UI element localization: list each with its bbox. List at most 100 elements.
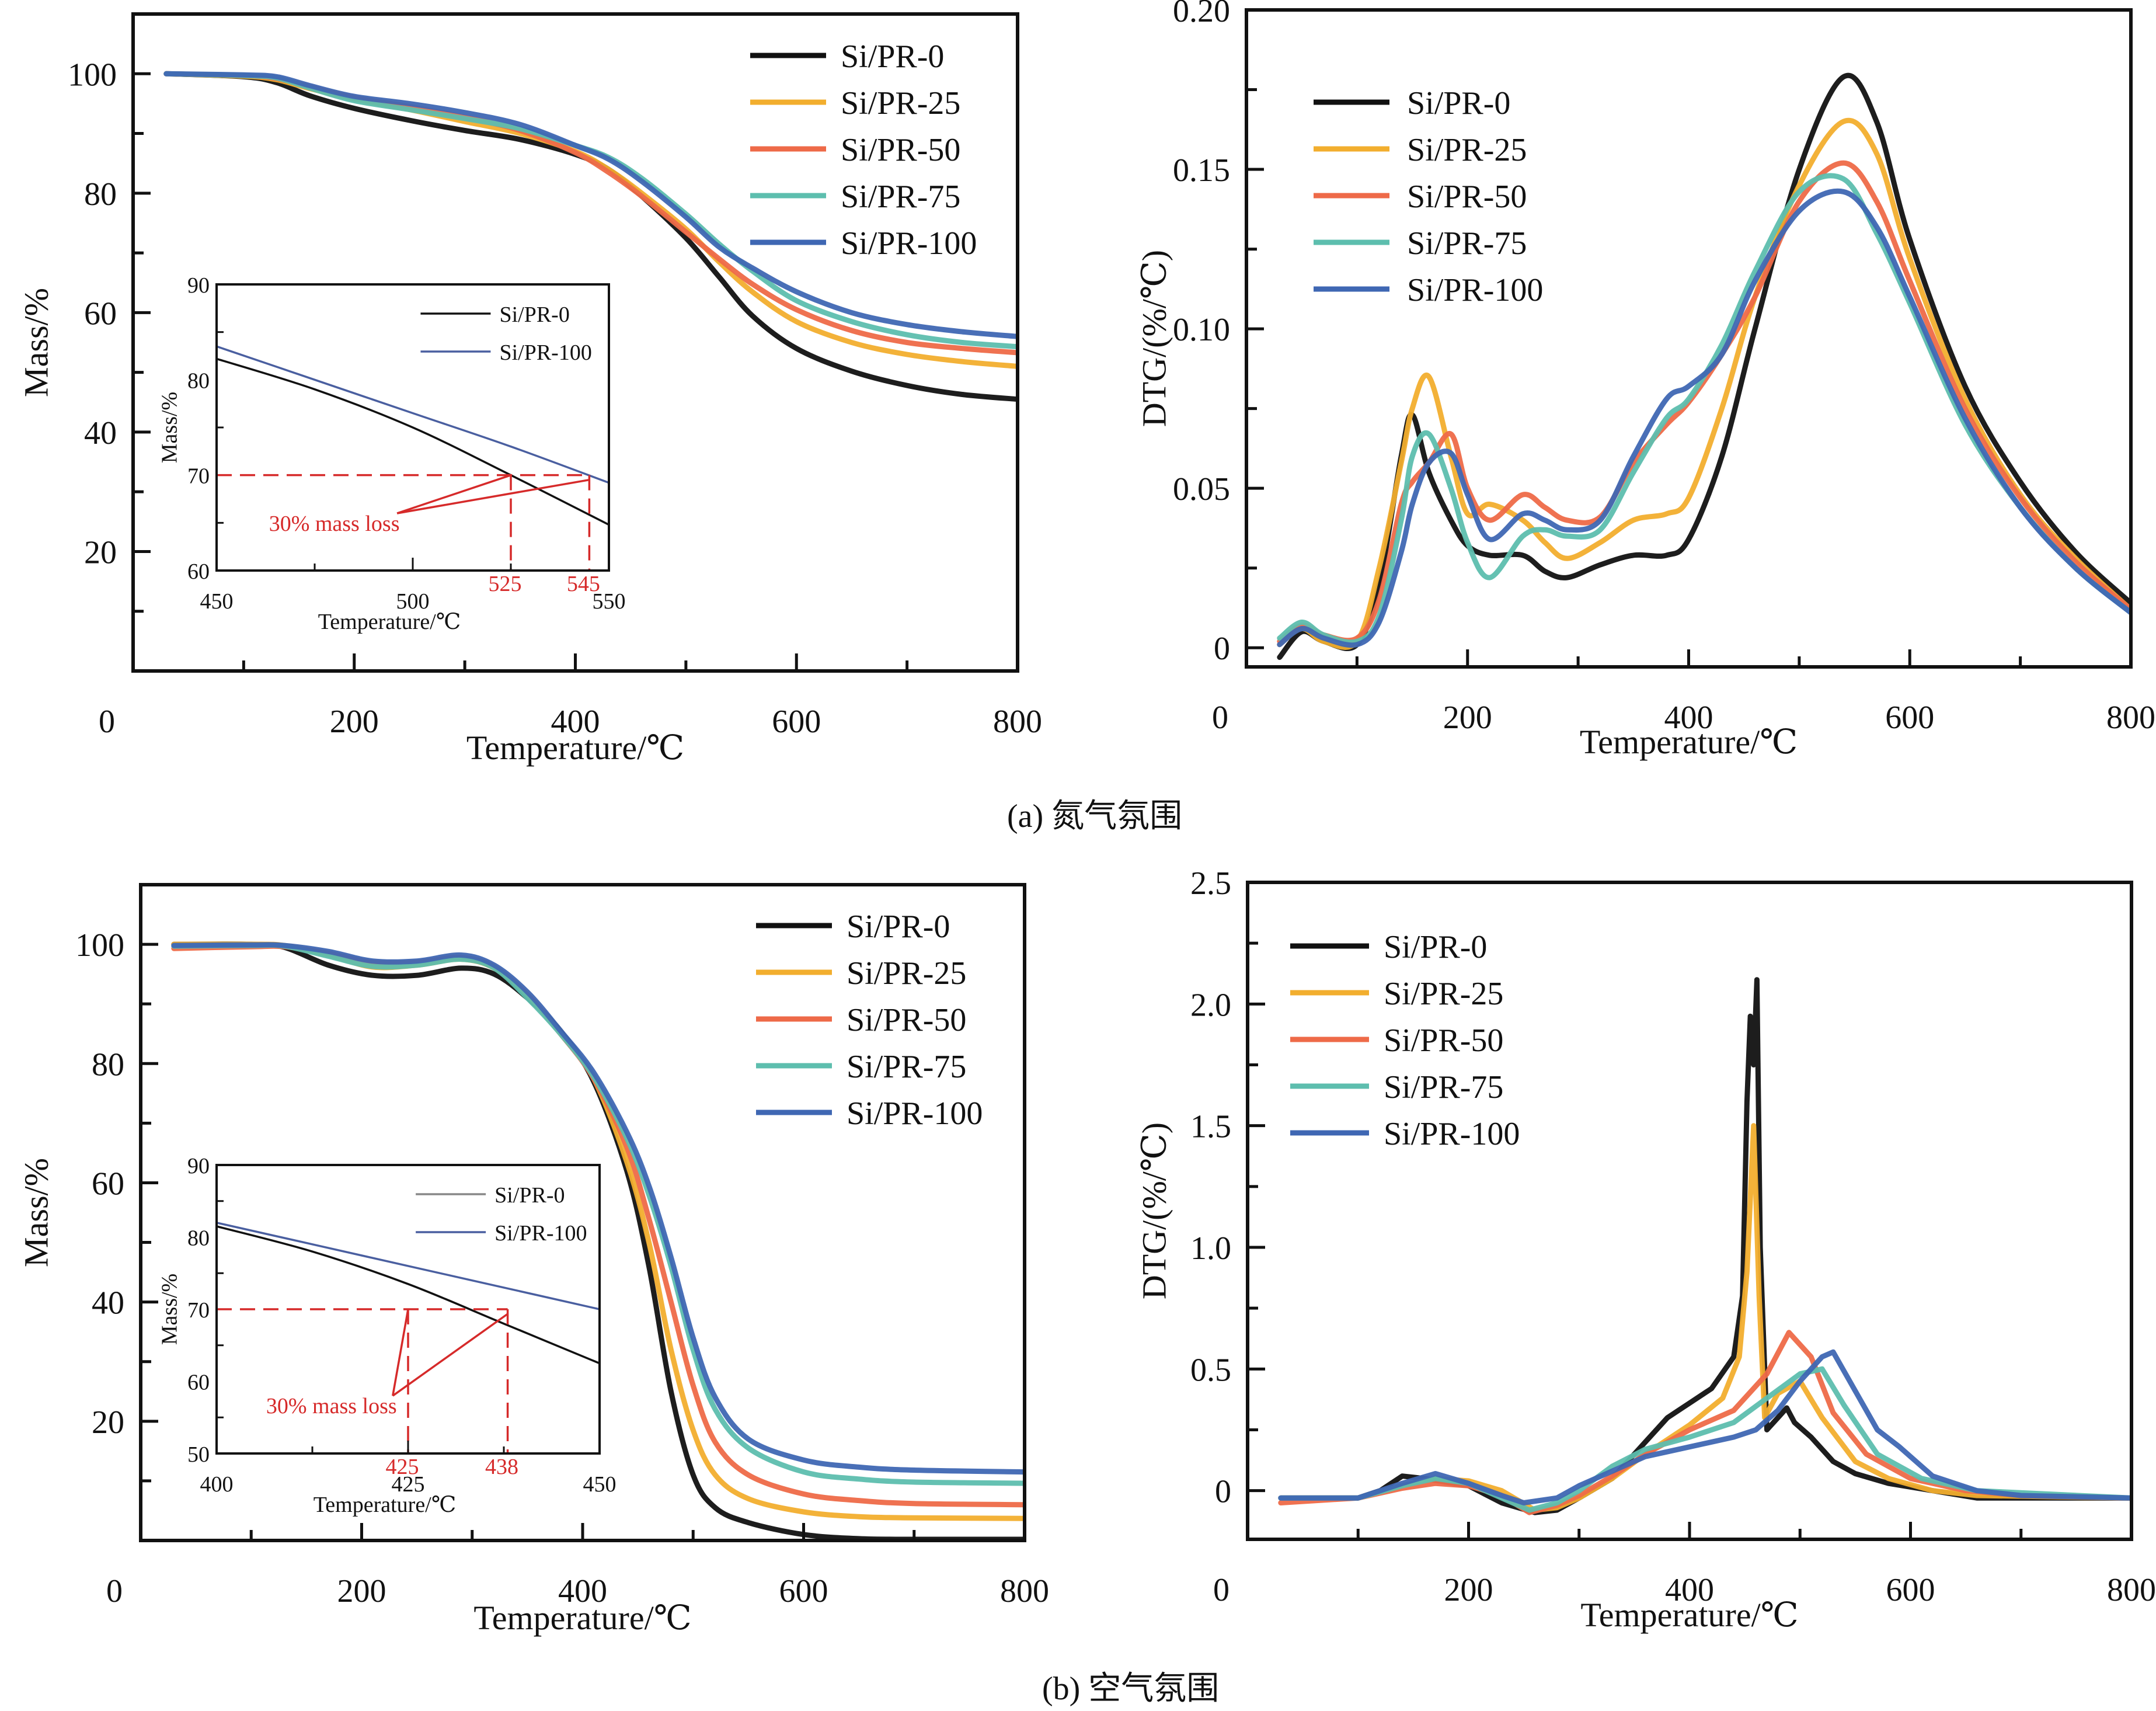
y-tick-label: 40 bbox=[92, 1285, 124, 1321]
series-line-si-pr-100 bbox=[163, 71, 1018, 339]
legend-label: Si/PR-100 bbox=[1407, 272, 1543, 308]
inset-series-line bbox=[216, 1225, 600, 1365]
series-group bbox=[1278, 977, 2131, 1515]
legend-label: Si/PR-0 bbox=[847, 909, 950, 945]
inset-x-tick-label: 425 bbox=[392, 1472, 425, 1497]
inset-legend-label: Si/PR-0 bbox=[499, 302, 569, 327]
y-tick-label: 100 bbox=[75, 927, 124, 964]
inset-x-tick-label: 500 bbox=[396, 589, 430, 614]
inset-y-tick-label: 90 bbox=[187, 273, 210, 298]
y-tick-label: 0 bbox=[1215, 1474, 1231, 1510]
annotation-arrow bbox=[396, 474, 511, 514]
x-axis-label: Temperature/℃ bbox=[473, 1599, 691, 1637]
legend-label: Si/PR-100 bbox=[1384, 1116, 1520, 1152]
y-tick-label: 0.15 bbox=[1173, 152, 1230, 189]
x-tick-label: 200 bbox=[1444, 1572, 1493, 1608]
x-tick-label: 800 bbox=[2107, 1572, 2156, 1608]
inset-y-tick-label: 60 bbox=[187, 559, 210, 584]
y-tick-label: 0.05 bbox=[1173, 471, 1230, 507]
x-tick-label: 600 bbox=[772, 704, 821, 740]
x-tick-label: 600 bbox=[779, 1573, 828, 1609]
inset-series-line bbox=[216, 345, 609, 484]
x-tick-label: 200 bbox=[337, 1573, 386, 1609]
series-line-si-pr-25 bbox=[1278, 1123, 2131, 1513]
y-tick-label: 1.0 bbox=[1190, 1230, 1231, 1267]
inset-b-tg: 30% mass loss 425 438 400 425 450 50 60 70 80 90 Te… bbox=[157, 1154, 616, 1517]
x-tick-label: 200 bbox=[1443, 700, 1492, 736]
series-group bbox=[171, 941, 1025, 1540]
annotation-text: 30% mass loss bbox=[266, 1394, 397, 1418]
y-tick-label: 60 bbox=[92, 1166, 124, 1202]
x-axis-label: Temperature/℃ bbox=[466, 729, 684, 767]
series-line-si-pr-100 bbox=[171, 942, 1025, 1475]
legend: Si/PR-0 Si/PR-25 Si/PR-50 Si/PR-75 Si/PR-100 bbox=[750, 39, 977, 262]
x-tick-label: 400 bbox=[551, 704, 600, 740]
legend-label: Si/PR-0 bbox=[1384, 929, 1487, 965]
legend-label: Si/PR-75 bbox=[841, 179, 960, 215]
y-axis-label: Mass/% bbox=[18, 288, 55, 397]
legend-label: Si/PR-75 bbox=[1407, 225, 1527, 262]
x-axis-label: Temperature/℃ bbox=[1580, 723, 1798, 761]
series-line-si-pr-100 bbox=[1278, 1349, 2131, 1505]
x-tick-label: 0 bbox=[99, 704, 115, 740]
annotation-text: 30% mass loss bbox=[269, 512, 400, 536]
inset-y-tick-label: 70 bbox=[187, 1298, 210, 1323]
legend-label: Si/PR-0 bbox=[1407, 85, 1510, 121]
annotation-marker-label: 425 bbox=[386, 1455, 419, 1479]
y-tick-label: 100 bbox=[68, 57, 117, 93]
y-tick-label: 0 bbox=[1214, 631, 1230, 667]
chart-a-tg: 0 200 400 600 800 20 40 60 80 100 Temperature/℃ Mas… bbox=[18, 12, 1042, 767]
x-tick-label: 800 bbox=[2106, 700, 2155, 736]
caption-a: (a) 氮气氛围 bbox=[1007, 798, 1183, 834]
inset-x-tick-label: 550 bbox=[593, 589, 626, 614]
y-tick-label: 2.5 bbox=[1190, 865, 1231, 902]
chart-b-tg: 0 200 400 600 800 20 40 60 80 100 Temperature/℃ Mas… bbox=[18, 883, 1049, 1637]
caption-b: (b) 空气氛围 bbox=[1042, 1671, 1220, 1707]
legend: Si/PR-0 Si/PR-25 Si/PR-50 Si/PR-75 Si/PR-100 bbox=[1290, 929, 1520, 1152]
inset-x-axis-label: Temperature/℃ bbox=[314, 1493, 457, 1517]
inset-series-line bbox=[216, 1222, 600, 1310]
series-group bbox=[1277, 72, 2131, 660]
inset-series-line bbox=[216, 357, 609, 526]
series-group bbox=[163, 71, 1018, 402]
y-tick-label: 0.10 bbox=[1173, 312, 1230, 348]
x-tick-label: 0 bbox=[1213, 1572, 1229, 1608]
annotation-arrow bbox=[392, 1309, 409, 1396]
legend-label: Si/PR-25 bbox=[1407, 132, 1527, 168]
legend-label: Si/PR-50 bbox=[841, 132, 960, 168]
y-tick-label: 0.5 bbox=[1190, 1352, 1231, 1388]
inset-x-axis-label: Temperature/℃ bbox=[318, 610, 461, 634]
x-tick-label: 400 bbox=[1664, 700, 1713, 736]
y-axis-label: DTG/(%/℃) bbox=[1136, 250, 1173, 427]
legend-label: Si/PR-25 bbox=[847, 955, 966, 992]
legend-label: Si/PR-75 bbox=[1384, 1069, 1503, 1105]
x-axis-label: Temperature/℃ bbox=[1580, 1596, 1798, 1634]
legend-label: Si/PR-50 bbox=[1384, 1023, 1503, 1059]
legend-label: Si/PR-25 bbox=[1384, 976, 1503, 1012]
annotation-marker-label: 545 bbox=[567, 572, 600, 596]
y-tick-label: 0.20 bbox=[1173, 0, 1230, 29]
legend-label: Si/PR-0 bbox=[841, 39, 944, 75]
legend-label: Si/PR-25 bbox=[841, 85, 960, 121]
annotation-arrow bbox=[396, 478, 590, 514]
inset-y-tick-label: 60 bbox=[187, 1371, 210, 1395]
x-tick-label: 600 bbox=[1885, 700, 1934, 736]
inset-y-tick-label: 80 bbox=[187, 1226, 210, 1251]
legend-label: Si/PR-75 bbox=[847, 1049, 966, 1085]
series-line-si-pr-50 bbox=[1277, 160, 2131, 644]
plot-frame bbox=[1246, 881, 2133, 1541]
inset-a-tg: 30% mass loss 525 545 450 500 550 60 70 80 90 Temp… bbox=[157, 273, 625, 634]
inset-legend-label: Si/PR-100 bbox=[499, 340, 591, 365]
y-tick-label: 80 bbox=[92, 1046, 124, 1083]
annotation-arrow bbox=[392, 1313, 508, 1397]
y-axis-label: DTG/(%/℃) bbox=[1136, 1122, 1173, 1299]
x-tick-label: 0 bbox=[1212, 700, 1228, 736]
y-axis-label: Mass/% bbox=[18, 1158, 55, 1267]
series-line-si-pr-25 bbox=[1277, 117, 2131, 650]
annotation-marker-label: 438 bbox=[485, 1455, 518, 1479]
y-tick-label: 1.5 bbox=[1190, 1109, 1231, 1145]
inset-x-tick-label: 450 bbox=[583, 1472, 617, 1497]
y-tick-label: 60 bbox=[84, 295, 117, 332]
inset-y-tick-label: 50 bbox=[187, 1442, 210, 1467]
